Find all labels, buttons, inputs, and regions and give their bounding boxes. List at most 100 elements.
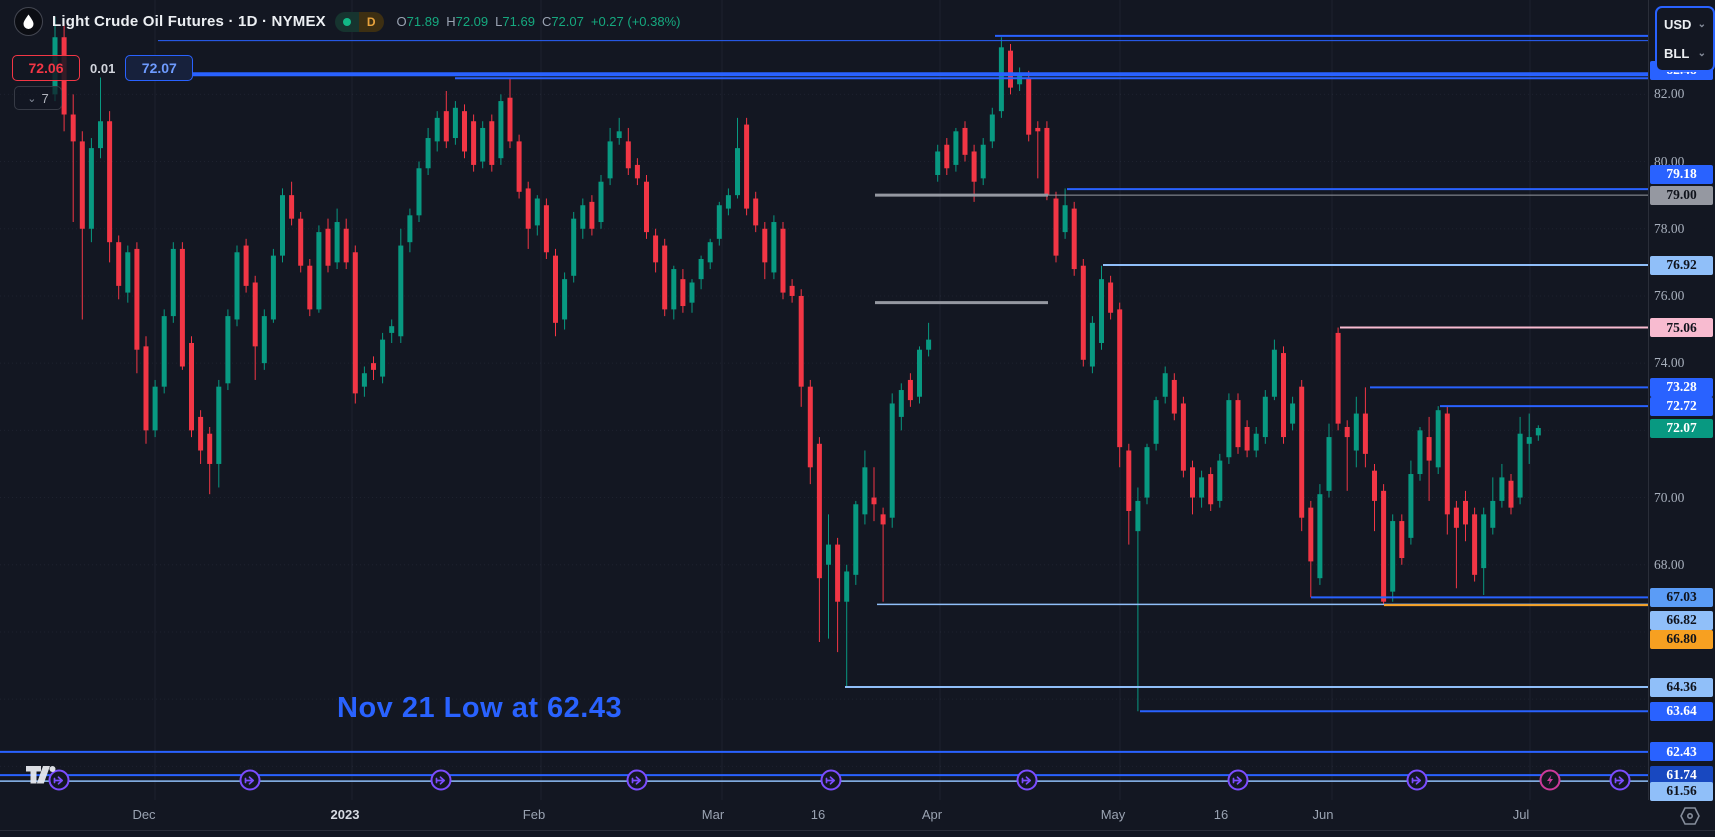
chevron-down-icon: ⌄ [1697,48,1706,59]
unit-select[interactable]: BLL ⌄ [1657,46,1713,61]
candle [935,144,941,182]
candle [1435,406,1441,475]
indicators-count: 7 [41,90,49,106]
bottom-strip [0,831,1715,837]
candle [1026,70,1032,142]
candle [216,379,222,488]
candle [580,198,586,239]
candle [525,181,531,249]
candle [1044,121,1050,201]
price-scale-settings-icon[interactable] [1679,806,1701,831]
candle [143,336,149,444]
candle [753,191,759,233]
candle [707,238,713,270]
candle [744,117,750,216]
candle [653,228,659,273]
candle [498,94,504,165]
candle [762,222,768,280]
symbol-title[interactable]: Light Crude Oil Futures · 1D · NYMEX [52,13,326,30]
price-level-label: 62.43 [1650,742,1713,762]
contract-rollover-marker[interactable] [239,769,261,791]
candle [1153,396,1159,451]
price-level-label: 63.64 [1650,701,1713,721]
event-markers [48,769,1631,791]
price-tick: 68.00 [1654,556,1685,572]
candle [489,114,495,172]
candle [270,248,276,323]
candle [425,127,431,175]
candle [589,195,595,236]
trade-panel: 72.06 0.01 72.07 [12,55,194,81]
candle [198,410,204,464]
candle [807,379,813,485]
candle [1390,514,1396,602]
contract-rollover-marker[interactable] [1609,769,1631,791]
price-level-label: 61.56 [1650,781,1713,801]
candle [70,94,76,223]
candle [1080,258,1086,367]
sell-button[interactable]: 72.06 [12,55,80,81]
candle [1071,201,1077,276]
candle [1144,443,1150,505]
flash-event-marker[interactable] [1539,769,1561,791]
candle [1326,423,1332,498]
contract-rollover-marker[interactable] [1227,769,1249,791]
candle [1481,507,1487,595]
contract-rollover-marker[interactable] [48,769,70,791]
contract-rollover-marker[interactable] [1406,769,1428,791]
candle [170,242,176,323]
candle [780,222,786,300]
candle [1135,487,1141,712]
buy-button[interactable]: 72.07 [125,55,194,81]
price-level-label: 64.36 [1650,677,1713,697]
candle [280,188,285,263]
candle [1126,443,1132,545]
candle [816,437,822,643]
time-axis-label: Jun [1312,807,1334,822]
candle [179,242,185,370]
candle [680,269,686,313]
candle [953,127,959,172]
open-label: O [396,14,407,29]
candle [116,235,122,300]
candle [1490,477,1496,535]
contract-rollover-marker[interactable] [430,769,452,791]
time-axis-label: 16 [810,807,826,822]
text-annotation[interactable]: Nov 21 Low at 62.43 [337,692,623,724]
price-plot[interactable] [0,0,1648,800]
candle [607,127,613,186]
candle [1381,484,1387,606]
candle [889,393,895,528]
contract-rollover-marker[interactable] [1016,769,1038,791]
candle [325,218,331,273]
time-axis[interactable]: Dec 2023 Feb Mar 16 Apr May 16 Jun Jul [0,800,1715,830]
candle [407,208,413,253]
close-value: 72.07 [551,14,584,29]
candle [1353,396,1359,468]
candle [1344,420,1350,491]
indicators-collapse-button[interactable]: ⌄ 7 [14,86,62,110]
price-level-label: 76.92 [1650,255,1713,275]
candle [898,383,904,431]
contract-rollover-marker[interactable] [820,769,842,791]
price-level-label: 79.00 [1650,185,1713,205]
candle [1262,390,1268,444]
candle [862,450,868,525]
candle [1308,500,1314,598]
candle [735,117,740,199]
candle [361,366,367,397]
candle [1499,463,1505,508]
market-status-pill[interactable]: D [334,11,384,32]
price-level-label: 66.82 [1650,610,1713,630]
candle [1199,470,1205,508]
candle [1180,396,1186,478]
contract-rollover-marker[interactable] [626,769,648,791]
candle [1372,463,1377,532]
currency-select[interactable]: USD ⌄ [1657,17,1713,32]
candle [88,138,94,243]
candle [416,161,422,223]
chart-pane[interactable] [0,0,1648,800]
tradingview-logo[interactable] [26,766,66,791]
symbol-header: Light Crude Oil Futures · 1D · NYMEX D O… [14,7,681,36]
price-tick: 78.00 [1654,220,1685,236]
